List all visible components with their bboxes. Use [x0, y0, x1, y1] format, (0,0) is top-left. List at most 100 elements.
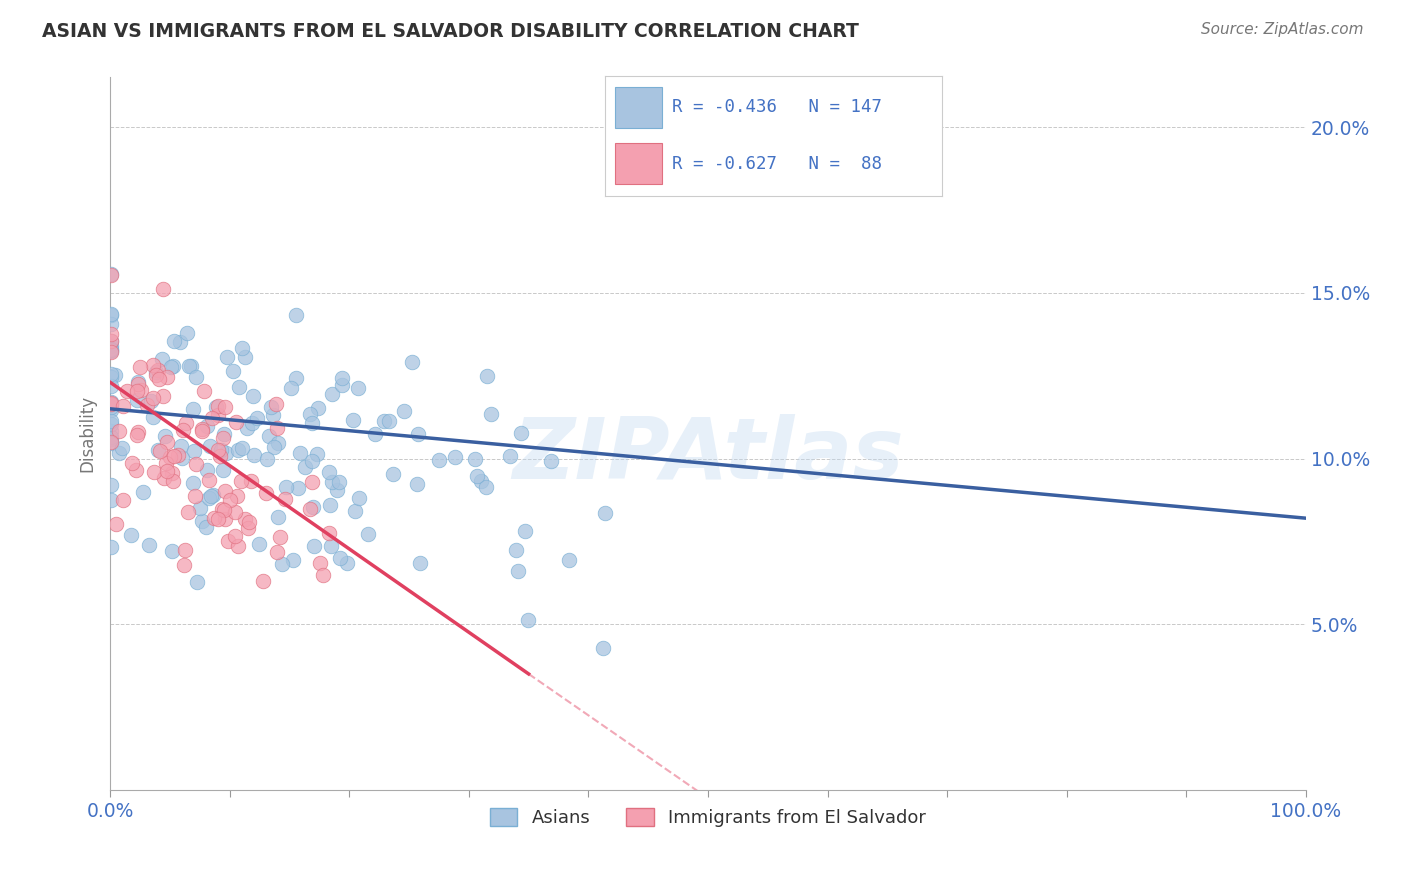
Point: [409, 556, 432, 570]
Point: [100, 400, 122, 414]
Point: [336, 556, 359, 570]
Point: [219, 493, 242, 508]
Point: [509, 425, 531, 440]
Point: [231, 474, 253, 488]
Point: [152, 282, 174, 296]
Point: [214, 400, 236, 414]
Point: [100, 317, 122, 331]
Point: [226, 489, 249, 503]
Point: [238, 516, 260, 530]
Point: [307, 401, 329, 415]
Point: [326, 483, 349, 498]
Point: [115, 384, 138, 398]
Point: [142, 410, 165, 425]
Point: [125, 393, 148, 408]
Point: [207, 442, 229, 457]
Point: [328, 475, 350, 490]
Point: [406, 427, 429, 442]
Point: [228, 380, 250, 394]
Point: [405, 477, 427, 491]
Point: [470, 474, 492, 488]
Point: [212, 503, 235, 517]
Point: [200, 410, 222, 425]
Point: [100, 432, 122, 446]
Point: [139, 394, 162, 409]
Point: [281, 553, 304, 567]
Point: [136, 398, 159, 412]
Point: [243, 448, 266, 462]
Point: [150, 352, 173, 367]
Point: [212, 427, 235, 442]
Point: [155, 456, 177, 470]
Point: [301, 416, 323, 430]
Point: [207, 409, 229, 423]
Point: [127, 376, 149, 391]
Text: Source: ZipAtlas.com: Source: ZipAtlas.com: [1201, 22, 1364, 37]
Point: [108, 446, 131, 460]
Point: [301, 454, 323, 468]
Point: [198, 491, 221, 505]
Point: [173, 558, 195, 572]
Point: [100, 540, 122, 554]
Point: [186, 574, 208, 589]
Y-axis label: Disability: Disability: [79, 395, 96, 472]
Point: [149, 444, 172, 458]
Point: [381, 467, 404, 481]
Point: [290, 446, 312, 460]
Point: [592, 641, 614, 656]
Point: [148, 372, 170, 386]
Point: [172, 451, 194, 466]
Point: [254, 486, 277, 500]
Point: [262, 408, 284, 422]
Point: [104, 368, 127, 382]
Point: [100, 397, 122, 411]
Point: [330, 371, 353, 385]
Point: [202, 488, 225, 502]
Point: [373, 414, 395, 428]
Bar: [614, 87, 662, 128]
Point: [191, 422, 214, 436]
Point: [259, 400, 281, 414]
Point: [132, 484, 155, 499]
Point: [269, 530, 291, 544]
Point: [197, 473, 219, 487]
Point: [392, 404, 415, 418]
Point: [162, 334, 184, 349]
Point: [145, 365, 167, 379]
Point: [224, 505, 246, 519]
Point: [156, 369, 179, 384]
Point: [169, 335, 191, 350]
Point: [163, 450, 186, 464]
Point: [193, 384, 215, 398]
Point: [100, 339, 122, 353]
Point: [138, 538, 160, 552]
Point: [239, 474, 262, 488]
Point: [100, 430, 122, 444]
Point: [191, 514, 214, 528]
Point: [120, 527, 142, 541]
Point: [194, 519, 217, 533]
Point: [112, 493, 135, 508]
Text: R = -0.627   N =  88: R = -0.627 N = 88: [672, 154, 882, 173]
Point: [236, 520, 259, 534]
Point: [195, 419, 218, 434]
Point: [100, 424, 122, 438]
Point: [183, 489, 205, 503]
Point: [302, 500, 325, 515]
Bar: [614, 144, 662, 185]
Point: [427, 453, 450, 467]
Point: [287, 481, 309, 495]
Point: [231, 341, 253, 355]
Point: [170, 439, 193, 453]
Point: [246, 411, 269, 425]
Point: [205, 401, 228, 415]
Point: [143, 466, 166, 480]
Point: [129, 359, 152, 374]
Point: [344, 504, 367, 518]
Point: [321, 386, 343, 401]
Point: [100, 396, 122, 410]
Point: [181, 402, 204, 417]
Text: ZIPAtlas: ZIPAtlas: [512, 414, 904, 497]
Point: [145, 368, 167, 383]
Point: [127, 425, 149, 440]
